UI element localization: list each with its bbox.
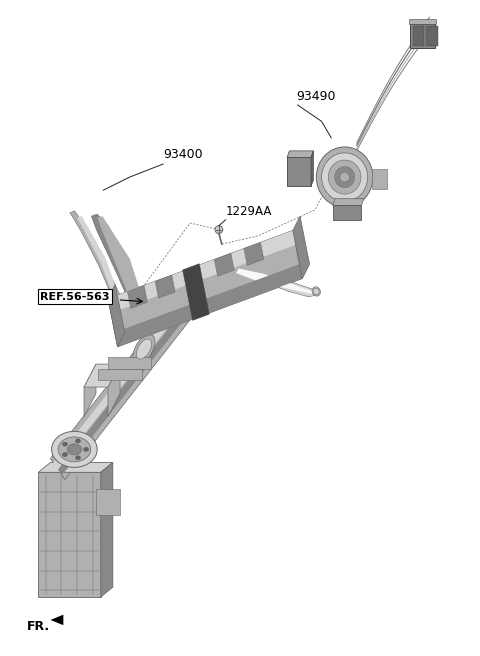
Ellipse shape [62, 453, 67, 457]
Ellipse shape [340, 172, 349, 182]
Polygon shape [214, 253, 234, 276]
Ellipse shape [322, 153, 368, 201]
Polygon shape [108, 357, 151, 369]
Text: 93490: 93490 [297, 90, 336, 103]
Polygon shape [84, 364, 96, 417]
Ellipse shape [312, 287, 321, 296]
Ellipse shape [316, 147, 373, 207]
Text: FR.: FR. [26, 620, 49, 633]
Ellipse shape [67, 443, 82, 455]
Polygon shape [108, 230, 296, 313]
Polygon shape [38, 472, 101, 597]
Polygon shape [413, 26, 424, 46]
Polygon shape [333, 199, 364, 205]
Ellipse shape [133, 335, 155, 363]
Polygon shape [287, 151, 313, 157]
Polygon shape [233, 267, 318, 297]
Polygon shape [101, 462, 113, 597]
Polygon shape [98, 369, 142, 380]
Ellipse shape [313, 289, 319, 295]
Polygon shape [84, 364, 120, 387]
Polygon shape [96, 489, 120, 515]
Polygon shape [410, 24, 435, 48]
Polygon shape [38, 462, 113, 472]
Polygon shape [287, 157, 311, 186]
Polygon shape [333, 205, 361, 220]
Polygon shape [115, 264, 302, 347]
Ellipse shape [335, 167, 355, 188]
Polygon shape [97, 216, 144, 306]
Polygon shape [236, 268, 315, 294]
Polygon shape [244, 243, 264, 266]
Polygon shape [426, 26, 438, 46]
Polygon shape [311, 151, 313, 186]
Polygon shape [155, 275, 175, 298]
Polygon shape [108, 230, 302, 347]
Ellipse shape [76, 439, 81, 443]
Ellipse shape [215, 226, 223, 234]
Polygon shape [108, 284, 125, 347]
Polygon shape [293, 216, 310, 279]
Polygon shape [409, 19, 436, 24]
Polygon shape [77, 216, 120, 302]
Polygon shape [50, 275, 209, 480]
Ellipse shape [76, 456, 81, 460]
Polygon shape [53, 279, 201, 468]
Ellipse shape [52, 432, 97, 467]
Ellipse shape [62, 442, 67, 446]
Ellipse shape [328, 160, 361, 194]
Ellipse shape [136, 339, 152, 359]
Polygon shape [58, 286, 206, 476]
Text: 93400: 93400 [163, 148, 203, 161]
Polygon shape [70, 211, 125, 308]
Polygon shape [182, 264, 209, 320]
Text: REF.56-563: REF.56-563 [40, 291, 109, 302]
Ellipse shape [84, 447, 88, 451]
Ellipse shape [181, 285, 198, 308]
Polygon shape [50, 615, 63, 625]
Ellipse shape [58, 437, 91, 462]
Text: 1229AA: 1229AA [226, 205, 272, 218]
Polygon shape [372, 169, 387, 189]
Polygon shape [91, 214, 147, 314]
Polygon shape [108, 364, 120, 417]
Polygon shape [127, 285, 147, 308]
